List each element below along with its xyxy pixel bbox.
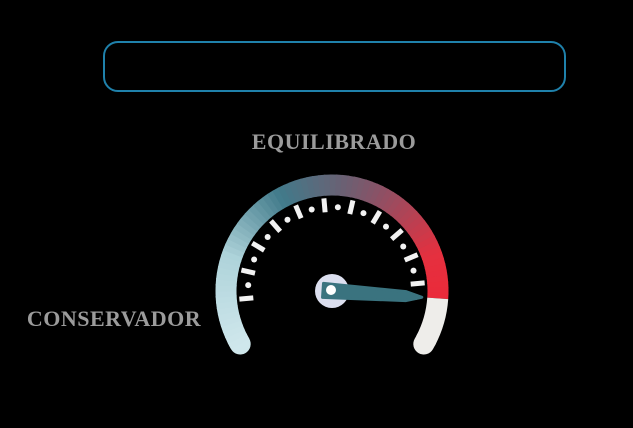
gauge-hub-dot — [326, 285, 336, 295]
gauge-zone-label-equilibrado: EQUILIBRADO — [251, 129, 417, 154]
gauge-ticks — [239, 198, 425, 302]
gauge-arc — [215, 174, 449, 355]
empty-outlined-button[interactable] — [103, 41, 566, 92]
gauge-needle — [321, 281, 424, 303]
gauge-zone-label-conservador: CONSERVADOR — [26, 306, 202, 331]
